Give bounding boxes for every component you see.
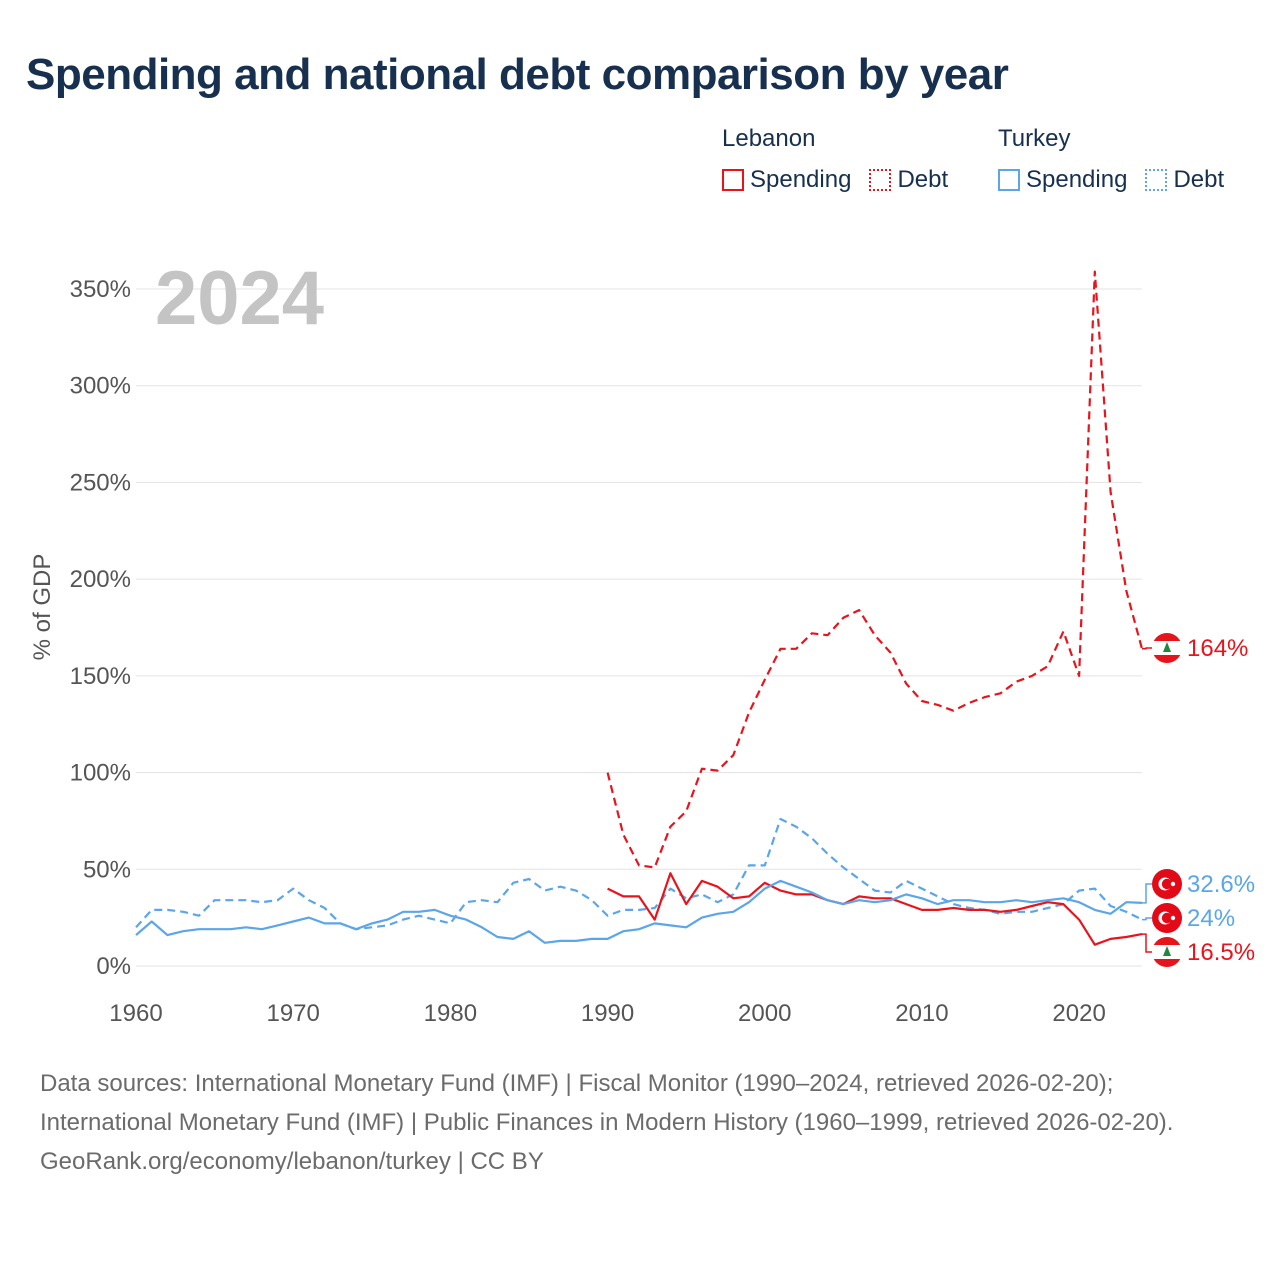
data-sources: Data sources: International Monetary Fun… xyxy=(40,1070,1174,1136)
series-line-lebanon-debt xyxy=(606,270,1144,869)
end-labels: 164% 32.6% 24% 16.5% xyxy=(1142,633,1255,967)
x-tick-label: 2020 xyxy=(1052,1000,1105,1027)
y-tick-label: 0% xyxy=(96,953,131,980)
cedar-icon xyxy=(1163,946,1171,956)
series-line-turkey-debt xyxy=(135,817,1143,931)
end-label-connector xyxy=(1142,933,1152,953)
end-label-text: 32.6% xyxy=(1187,871,1255,898)
y-tick-label: 150% xyxy=(70,663,131,690)
y-tick-label: 350% xyxy=(70,276,131,303)
legend-country-lebanon: Lebanon xyxy=(722,125,816,152)
legend-item-turkey-debt[interactable]: Debt xyxy=(1145,166,1224,194)
legend-group-turkey: Turkey Spending Debt xyxy=(998,124,1224,194)
attribution-link[interactable]: GeoRank.org/economy/lebanon/turkey | CC … xyxy=(40,1148,544,1175)
legend-item-turkey-spending[interactable]: Spending xyxy=(998,166,1127,194)
y-tick-label: 100% xyxy=(70,760,131,787)
star-icon xyxy=(1170,915,1176,921)
end-label-text: 164% xyxy=(1187,635,1248,662)
series-line-turkey-spending xyxy=(135,879,1143,944)
footer: Data sources: International Monetary Fun… xyxy=(40,1064,1240,1181)
legend-swatch-lebanon-debt xyxy=(869,169,892,191)
year-watermark: 2024 xyxy=(155,256,324,341)
chart-series xyxy=(135,270,1144,946)
legend-item-lebanon-debt[interactable]: Debt xyxy=(869,166,948,194)
y-axis-ticks: 0% 50% 100% 150% 200% 250% 300% 350% xyxy=(70,276,131,980)
legend-country-turkey: Turkey xyxy=(998,125,1071,152)
end-label-connector xyxy=(1142,917,1152,921)
end-label-text: 16.5% xyxy=(1187,939,1255,966)
y-tick-label: 200% xyxy=(70,566,131,593)
crescent-inner xyxy=(1161,912,1173,924)
legend-label-lebanon-spending: Spending xyxy=(750,166,852,193)
legend-swatch-turkey-debt xyxy=(1145,169,1168,191)
crescent-inner xyxy=(1161,878,1173,890)
legend-label-lebanon-debt: Debt xyxy=(897,166,949,193)
chart-title: Spending and national debt comparison by… xyxy=(26,50,1009,99)
end-label-connector xyxy=(1142,647,1152,650)
legend-label-turkey-spending: Spending xyxy=(1026,166,1128,193)
x-tick-label: 1960 xyxy=(109,1000,162,1027)
x-tick-label: 1990 xyxy=(581,1000,634,1027)
end-label-connector xyxy=(1142,883,1152,904)
end-label-text: 24% xyxy=(1187,905,1235,932)
cedar-icon xyxy=(1163,642,1171,652)
legend-item-lebanon-spending[interactable]: Spending xyxy=(722,166,851,194)
x-axis-ticks: 1960 1970 1980 1990 2000 2010 2020 xyxy=(109,1000,1106,1027)
series-line-lebanon-spending xyxy=(607,872,1143,946)
x-tick-label: 2000 xyxy=(738,1000,791,1027)
legend-label-turkey-debt: Debt xyxy=(1173,166,1225,193)
line-chart: 2024 0%50%100%150%200%250%300%350% 1960 1… xyxy=(29,256,1255,1027)
y-tick-label: 50% xyxy=(83,856,131,883)
y-tick-label: 300% xyxy=(70,373,131,400)
y-tick-label: 250% xyxy=(70,469,131,496)
legend-swatch-turkey-spending xyxy=(998,169,1020,191)
legend-swatch-lebanon-spending xyxy=(722,169,744,191)
star-icon xyxy=(1170,881,1176,887)
chart-gridlines xyxy=(136,288,1142,967)
x-tick-label: 1970 xyxy=(266,1000,319,1027)
x-tick-label: 2010 xyxy=(895,1000,948,1027)
y-axis-label: % of GDP xyxy=(29,554,56,661)
x-tick-label: 1980 xyxy=(424,1000,477,1027)
legend-group-lebanon: Lebanon Spending Debt xyxy=(722,124,948,194)
